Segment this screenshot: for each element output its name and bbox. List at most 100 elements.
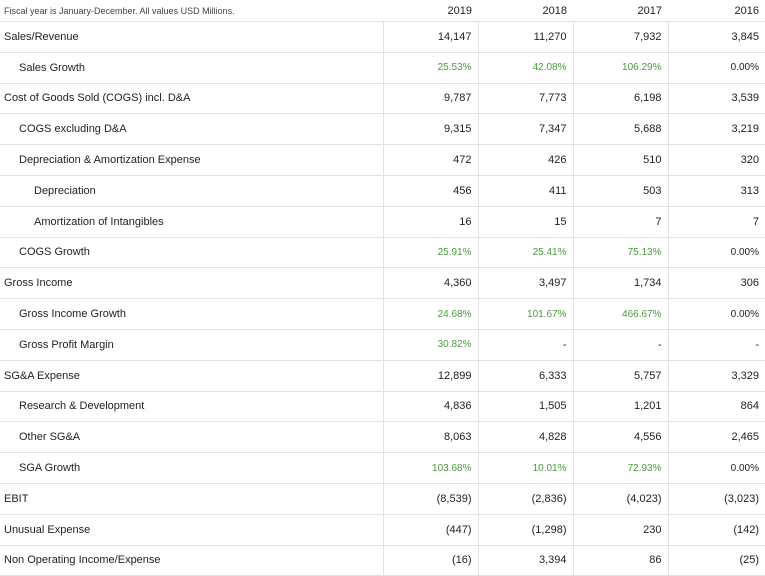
value-cell-2019: (447) bbox=[382, 514, 478, 546]
value-cell-2019: 16 bbox=[382, 206, 478, 238]
value-cell-2019: 8,063 bbox=[382, 421, 478, 454]
table-row: Non Operating Income/Expense (16) 3,394 86(… bbox=[0, 545, 765, 576]
row-label: SG&A Expense bbox=[0, 360, 383, 392]
row-label: Gross Income Growth bbox=[0, 298, 383, 330]
value-cell-2016: (142) bbox=[667, 514, 765, 546]
row-label: Sales Growth bbox=[0, 52, 383, 84]
row-label: Amortization of Intangibles bbox=[0, 206, 383, 238]
value-cell-2018: (2,836) bbox=[477, 483, 573, 515]
value-cell-2018: 6,333 bbox=[477, 360, 573, 392]
year-header-2016: 2016 bbox=[668, 0, 765, 22]
value-cell-2018: 411 bbox=[477, 175, 573, 207]
row-label: Research & Development bbox=[0, 391, 383, 423]
table-row: Depreciation & Amortization Expense 472 42… bbox=[0, 144, 765, 176]
value-cell-2018: 101.67% bbox=[477, 298, 573, 330]
row-label: Depreciation bbox=[0, 175, 383, 207]
table-row: Depreciation 456 411 503 313 bbox=[0, 175, 765, 207]
value-cell-2016: 7 bbox=[667, 206, 765, 238]
value-cell-2017: 503 bbox=[572, 175, 668, 207]
value-cell-2018: 15 bbox=[477, 206, 573, 238]
value-cell-2019: 472 bbox=[382, 144, 478, 176]
table-row: COGS Growth 25.91% 25.41% 75.13% 0.00% bbox=[0, 237, 765, 269]
fiscal-year-note: Fiscal year is January-December. All val… bbox=[0, 0, 383, 22]
row-label: Depreciation & Amortization Expense bbox=[0, 144, 383, 176]
value-cell-2018: 42.08% bbox=[477, 52, 573, 84]
value-cell-2016: 3,329 bbox=[667, 360, 765, 392]
table-row: EBIT (8,539) (2,836) (4,023) (3,023) bbox=[0, 483, 765, 515]
table-row: Gross Income Growth 24.68% 101.67% 466.67% 0… bbox=[0, 298, 765, 330]
year-header-2017: 2017 bbox=[573, 0, 668, 22]
table-row: Sales Growth 25.53% 42.08% 106.29% 0.00% bbox=[0, 52, 765, 84]
row-label: Gross Profit Margin bbox=[0, 329, 383, 361]
value-cell-2018: - bbox=[477, 329, 573, 361]
value-cell-2016: 0.00% bbox=[667, 52, 765, 84]
value-cell-2019: 456 bbox=[382, 175, 478, 207]
value-cell-2016: (3,023) bbox=[667, 483, 765, 515]
table-header-row: Fiscal year is January-December. All val… bbox=[0, 0, 765, 22]
row-label: Other SG&A bbox=[0, 421, 383, 454]
value-cell-2019: 25.53% bbox=[382, 52, 478, 84]
row-label: Sales/Revenue bbox=[0, 21, 383, 53]
value-cell-2017: 86 bbox=[572, 545, 668, 576]
value-cell-2019: 9,315 bbox=[382, 113, 478, 146]
value-cell-2016: - bbox=[667, 329, 765, 361]
value-cell-2017: 72.93% bbox=[572, 452, 668, 484]
table-row: Research & Development 4,836 1,505 1,201 864 bbox=[0, 391, 765, 423]
table-row: Gross Profit Margin 30.82% - - - bbox=[0, 329, 765, 361]
row-label: Gross Income bbox=[0, 267, 383, 300]
value-cell-2019: 9,787 bbox=[382, 83, 478, 115]
value-cell-2019: (16) bbox=[382, 545, 478, 576]
value-cell-2016: 2,465 bbox=[667, 421, 765, 454]
value-cell-2016: 3,539 bbox=[667, 83, 765, 115]
value-cell-2017: 466.67% bbox=[572, 298, 668, 330]
row-label: Unusual Expense bbox=[0, 514, 383, 546]
value-cell-2016: 3,219 bbox=[667, 113, 765, 146]
value-cell-2018: 7,773 bbox=[477, 83, 573, 115]
value-cell-2017: 75.13% bbox=[572, 237, 668, 269]
value-cell-2018: 3,497 bbox=[477, 267, 573, 300]
value-cell-2017: 1,201 bbox=[572, 391, 668, 423]
value-cell-2017: 510 bbox=[572, 144, 668, 176]
value-cell-2019: 30.82% bbox=[382, 329, 478, 361]
value-cell-2016: 306 bbox=[667, 267, 765, 300]
table-row: Sales/Revenue 14,147 11,270 7,932 3,845 bbox=[0, 21, 765, 53]
value-cell-2017: 6,198 bbox=[572, 83, 668, 115]
value-cell-2017: 1,734 bbox=[572, 267, 668, 300]
value-cell-2016: 0.00% bbox=[667, 452, 765, 484]
value-cell-2016: (25) bbox=[667, 545, 765, 576]
row-label: Non Operating Income/Expense bbox=[0, 545, 383, 576]
value-cell-2018: 10.01% bbox=[477, 452, 573, 484]
value-cell-2017: 5,757 bbox=[572, 360, 668, 392]
table-row: Other SG&A 8,063 4,828 4,556 2,465 bbox=[0, 421, 765, 454]
value-cell-2019: 12,899 bbox=[382, 360, 478, 392]
value-cell-2017: (4,023) bbox=[572, 483, 668, 515]
value-cell-2017: 230 bbox=[572, 514, 668, 546]
table-row: SGA Growth 103.68% 10.01% 72.93% 0.00% bbox=[0, 452, 765, 484]
value-cell-2018: 25.41% bbox=[477, 237, 573, 269]
value-cell-2017: 7,932 bbox=[572, 21, 668, 53]
value-cell-2019: 25.91% bbox=[382, 237, 478, 269]
table-body: Sales/Revenue 14,147 11,270 7,932 3,845 Sales… bbox=[0, 21, 765, 576]
value-cell-2016: 320 bbox=[667, 144, 765, 176]
value-cell-2017: 106.29% bbox=[572, 52, 668, 84]
value-cell-2019: 4,836 bbox=[382, 391, 478, 423]
row-label: Cost of Goods Sold (COGS) incl. D&A bbox=[0, 83, 383, 115]
year-header-2019: 2019 bbox=[383, 0, 478, 22]
value-cell-2019: 103.68% bbox=[382, 452, 478, 484]
value-cell-2017: 7 bbox=[572, 206, 668, 238]
value-cell-2016: 313 bbox=[667, 175, 765, 207]
value-cell-2018: 3,394 bbox=[477, 545, 573, 576]
table-row: COGS excluding D&A 9,315 7,347 5,688 3,219 bbox=[0, 113, 765, 146]
value-cell-2016: 3,845 bbox=[667, 21, 765, 53]
row-label: COGS excluding D&A bbox=[0, 113, 383, 146]
table-row: Amortization of Intangibles 16 15 7 7 bbox=[0, 206, 765, 238]
table-row: SG&A Expense 12,899 6,333 5,757 3,329 bbox=[0, 360, 765, 392]
value-cell-2019: (8,539) bbox=[382, 483, 478, 515]
value-cell-2018: 426 bbox=[477, 144, 573, 176]
value-cell-2016: 864 bbox=[667, 391, 765, 423]
year-header-2018: 2018 bbox=[478, 0, 573, 22]
table-row: Unusual Expense (447) (1,298) 230 (142) bbox=[0, 514, 765, 546]
table-row: Cost of Goods Sold (COGS) incl. D&A 9,787… bbox=[0, 83, 765, 115]
value-cell-2018: 1,505 bbox=[477, 391, 573, 423]
value-cell-2017: 4,556 bbox=[572, 421, 668, 454]
